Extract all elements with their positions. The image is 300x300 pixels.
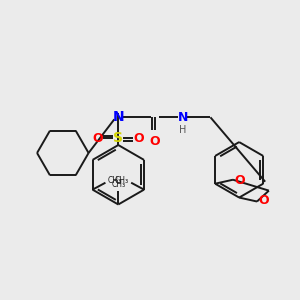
Text: CH₃: CH₃ — [107, 176, 122, 185]
Text: S: S — [113, 131, 123, 145]
Text: CH₃: CH₃ — [115, 176, 129, 185]
Text: H: H — [179, 125, 186, 135]
Text: N: N — [112, 110, 124, 124]
Text: N: N — [178, 111, 188, 124]
Text: O: O — [150, 135, 160, 148]
Text: O: O — [92, 132, 103, 145]
Text: O: O — [134, 132, 144, 145]
Text: O: O — [258, 194, 268, 207]
Text: CH₃: CH₃ — [111, 180, 125, 189]
Text: O: O — [234, 174, 244, 187]
